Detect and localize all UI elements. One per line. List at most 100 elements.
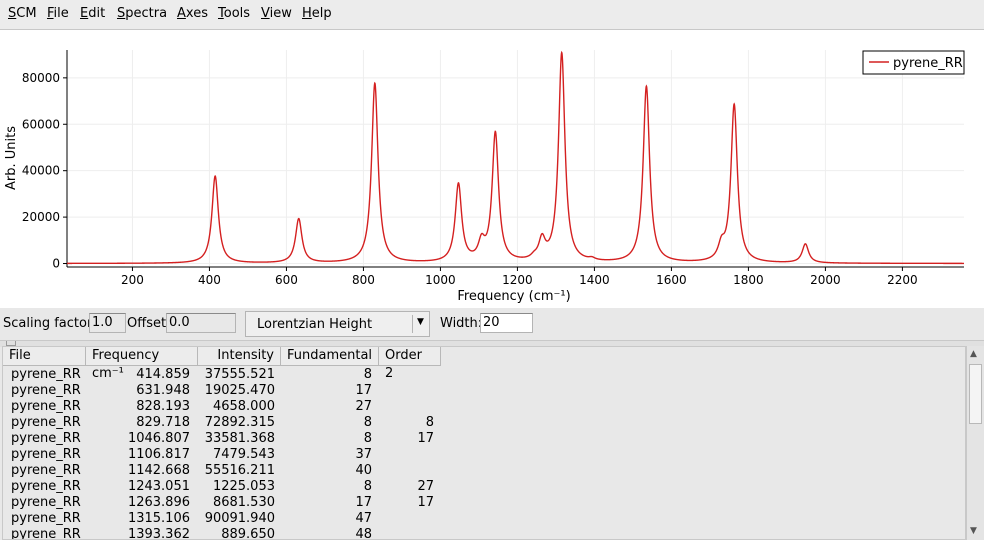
cell-file: pyrene_RR: [11, 399, 81, 414]
cell-intensity: 33581.368: [204, 431, 275, 446]
column-header-frequency[interactable]: Frequency cm⁻¹: [86, 347, 198, 381]
cell-frequency: 1393.362: [127, 527, 190, 540]
cell-order2: 17: [417, 495, 434, 510]
menu-view-label: iew: [269, 6, 292, 21]
cell-fundamental: 48: [355, 527, 372, 540]
table-row[interactable]: pyrene_RR 1393.362 889.650 48: [3, 527, 965, 540]
cell-intensity: 889.650: [221, 527, 275, 540]
menu-bar: SCM File Edit Spectra Axes Tools View He…: [0, 0, 984, 30]
cell-fundamental: 8: [363, 415, 372, 430]
menu-view[interactable]: View: [261, 6, 292, 21]
column-header-file[interactable]: File: [3, 347, 86, 366]
menu-scm[interactable]: SCM: [8, 6, 37, 21]
y-tick-label: 20000: [22, 210, 60, 224]
width-input[interactable]: 20: [480, 313, 533, 333]
menu-tools[interactable]: Tools: [218, 6, 250, 21]
menu-spectra-label: pectra: [125, 6, 168, 21]
cell-intensity: 4658.000: [212, 399, 275, 414]
y-tick-label: 0: [52, 257, 60, 271]
panel-splitter[interactable]: [0, 340, 984, 347]
x-tick-label: 600: [275, 273, 298, 287]
table-row[interactable]: pyrene_RR 1142.668 55516.211 40: [3, 463, 965, 479]
y-axis-label: Arb. Units: [4, 126, 19, 190]
y-ticks: 0 20000 40000 60000 80000: [22, 71, 67, 271]
chart-series: [67, 50, 964, 265]
scrollbar-thumb[interactable]: [969, 364, 982, 424]
table-row[interactable]: pyrene_RR 631.948 19025.470 17: [3, 383, 965, 399]
table-row[interactable]: pyrene_RR 414.859 37555.521 8: [3, 367, 965, 383]
cell-file: pyrene_RR: [11, 415, 81, 430]
column-header-intensity[interactable]: Intensity: [198, 347, 281, 366]
table-row[interactable]: pyrene_RR 1263.896 8681.530 17 17: [3, 495, 965, 511]
menu-help-mnemonic: H: [302, 6, 312, 21]
column-header-fundamental[interactable]: Fundamental: [281, 347, 379, 366]
cell-intensity: 55516.211: [204, 463, 275, 478]
broadening-select-value: Lorentzian Height: [257, 317, 373, 332]
menu-file-mnemonic: F: [47, 6, 54, 21]
spectrum-chart[interactable]: 200 400 600 800 1000 1200 1400 1600 1800 2000 2200…: [0, 30, 984, 308]
cell-intensity: 1225.053: [212, 479, 275, 494]
x-tick-label: 400: [198, 273, 221, 287]
menu-spectra-mnemonic: S: [117, 6, 126, 21]
legend: pyrene_RR: [862, 50, 965, 75]
table-row[interactable]: pyrene_RR 1046.807 33581.368 8 17: [3, 431, 965, 447]
menu-help[interactable]: Help: [302, 6, 332, 21]
x-axis-label: Frequency (cm⁻¹): [457, 289, 570, 304]
table-row[interactable]: pyrene_RR 1243.051 1225.053 8 27: [3, 479, 965, 495]
column-header-order2[interactable]: Order 2: [379, 347, 441, 381]
x-tick-label: 2000: [810, 273, 841, 287]
x-tick-label: 800: [352, 273, 375, 287]
table-row[interactable]: pyrene_RR 829.718 72892.315 8 8: [3, 415, 965, 431]
scaling-factor-input[interactable]: 1.0: [89, 313, 126, 333]
broadening-select[interactable]: Lorentzian Height ▼: [245, 311, 430, 337]
cell-fundamental: 17: [355, 495, 372, 510]
width-label: Width:: [440, 316, 483, 331]
cell-file: pyrene_RR: [11, 367, 81, 382]
scroll-up-icon[interactable]: ▲: [970, 349, 977, 359]
table-row[interactable]: pyrene_RR 828.193 4658.000 27: [3, 399, 965, 415]
cell-frequency: 1263.896: [127, 495, 190, 510]
menu-tools-label: ools: [223, 6, 251, 21]
menu-scm-mnemonic: S: [8, 6, 17, 21]
menu-axes-mnemonic: A: [177, 6, 186, 21]
table-row[interactable]: pyrene_RR 1315.106 90091.940 47: [3, 511, 965, 527]
splitter-handle-icon[interactable]: [6, 341, 16, 346]
offset-input[interactable]: 0.0: [166, 313, 236, 333]
cell-fundamental: 8: [363, 367, 372, 382]
menu-edit-mnemonic: E: [80, 6, 89, 21]
cell-intensity: 7479.543: [212, 447, 275, 462]
y-tick-label: 60000: [22, 117, 60, 131]
cell-frequency: 829.718: [136, 415, 190, 430]
cell-frequency: 631.948: [136, 383, 190, 398]
menu-scm-label: CM: [16, 6, 37, 21]
cell-fundamental: 17: [355, 383, 372, 398]
x-tick-label: 200: [121, 273, 144, 287]
menu-tools-mnemonic: T: [218, 6, 224, 21]
scroll-down-icon[interactable]: ▼: [970, 526, 977, 536]
legend-label: pyrene_RR: [893, 56, 963, 71]
menu-file[interactable]: File: [47, 6, 69, 21]
cell-file: pyrene_RR: [11, 527, 81, 540]
cell-intensity: 37555.521: [204, 367, 275, 382]
cell-fundamental: 8: [363, 479, 372, 494]
spectrum-plot-area[interactable]: 200 400 600 800 1000 1200 1400 1600 1800 2000 2200…: [0, 30, 984, 308]
table-scrollbar[interactable]: ▲ ▼: [966, 346, 984, 540]
cell-fundamental: 27: [355, 399, 372, 414]
cell-file: pyrene_RR: [11, 495, 81, 510]
menu-help-label: elp: [311, 6, 332, 21]
cell-frequency: 1315.106: [127, 511, 190, 526]
menu-axes[interactable]: Axes: [177, 6, 208, 21]
x-tick-label: 2200: [887, 273, 918, 287]
peaks-table: File Frequency cm⁻¹ Intensity Fundamenta…: [2, 346, 966, 540]
cell-frequency: 828.193: [136, 399, 190, 414]
cell-file: pyrene_RR: [11, 479, 81, 494]
chevron-down-icon[interactable]: ▼: [417, 317, 424, 327]
menu-edit[interactable]: Edit: [80, 6, 105, 21]
table-row[interactable]: pyrene_RR 1106.817 7479.543 37: [3, 447, 965, 463]
cell-fundamental: 40: [355, 463, 372, 478]
menu-spectra[interactable]: Spectra: [117, 6, 167, 21]
cell-intensity: 90091.940: [204, 511, 275, 526]
cell-frequency: 1142.668: [127, 463, 190, 478]
x-tick-label: 1200: [502, 273, 533, 287]
cell-file: pyrene_RR: [11, 383, 81, 398]
